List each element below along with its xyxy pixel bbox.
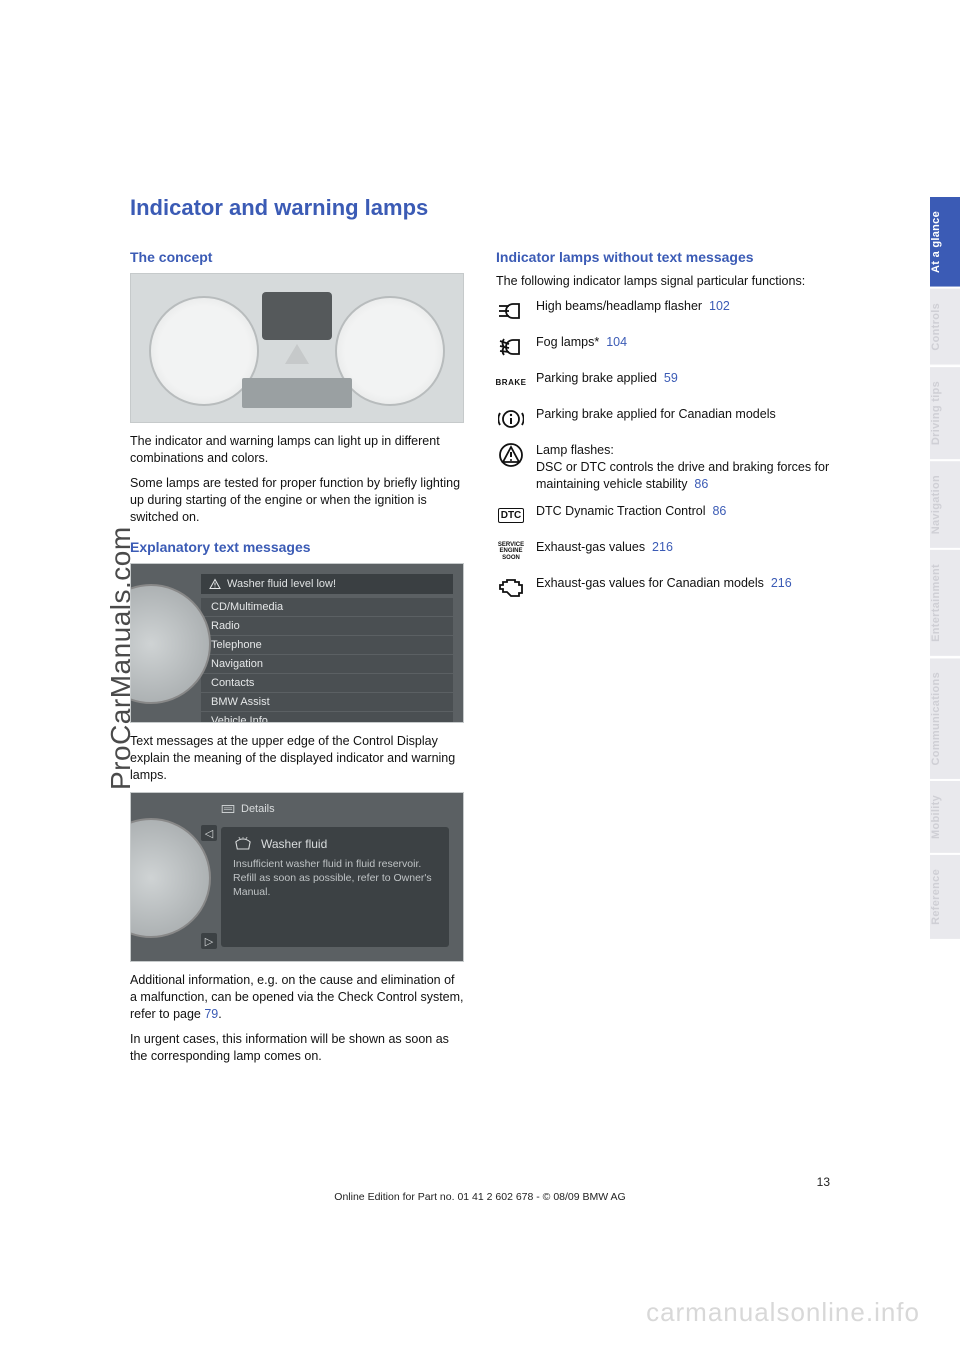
idrive-menu-item: Telephone [201, 636, 453, 655]
fog-lamp-icon [496, 334, 526, 360]
back-arrow-icon: ◁ [201, 825, 217, 841]
right-column: Indicator lamps without text messages Th… [496, 235, 830, 1072]
warning-triangle-icon [209, 578, 221, 590]
page-content: Indicator and warning lamps The concept … [130, 195, 830, 1072]
idrive-menu-item: Contacts [201, 674, 453, 693]
indicator-lamp-row: DTC DTC Dynamic Traction Control 86 [496, 503, 830, 529]
section-tab[interactable]: Communications [930, 656, 960, 779]
high-beam-icon [496, 298, 526, 324]
indicator-lamp-row: SERVICEENGINESOON Exhaust-gas values 216 [496, 539, 830, 565]
detail-breadcrumb: Details [221, 803, 453, 815]
heading-explanatory: Explanatory text messages [130, 539, 464, 555]
page-link[interactable]: 79 [204, 1007, 218, 1021]
section-tabs: At a glanceControlsDriving tipsNavigatio… [930, 195, 960, 939]
indicator-lamps-list: High beams/headlamp flasher 102 Fog lamps… [496, 298, 830, 601]
paragraph: Additional information, e.g. on the caus… [130, 972, 464, 1023]
heading-without-text: Indicator lamps without text messages [496, 249, 830, 265]
idrive-menu-item: Navigation [201, 655, 453, 674]
idrive-menu-list: CD/MultimediaRadioTelephoneNavigationCon… [201, 598, 453, 723]
page-footer: 13 Online Edition for Part no. 01 41 2 6… [130, 1175, 830, 1203]
indicator-lamp-text: Lamp flashes:DSC or DTC controls the dri… [536, 442, 830, 493]
service-engine-icon: SERVICEENGINESOON [496, 539, 526, 565]
idrive-menu-item: Vehicle Info [201, 712, 453, 723]
document-icon [221, 804, 235, 814]
indicator-lamp-row: BRAKE Parking brake applied 59 [496, 370, 830, 396]
text-run: Additional information, e.g. on the caus… [130, 973, 464, 1021]
section-tab[interactable]: Reference [930, 853, 960, 939]
washer-fluid-icon [233, 837, 253, 851]
warning-banner-text: Washer fluid level low! [227, 578, 336, 590]
page-link[interactable]: 86 [694, 477, 708, 491]
page-link[interactable]: 86 [712, 504, 726, 518]
section-tab[interactable]: Entertainment [930, 548, 960, 656]
figure-idrive-detail: Details ◁ Washer fluid Insufficient wash… [130, 792, 464, 962]
brake-circle-icon [496, 406, 526, 432]
figure-idrive-menu: Washer fluid level low! CD/MultimediaRad… [130, 563, 464, 723]
detail-panel: Washer fluid Insufficient washer fluid i… [221, 827, 449, 947]
idrive-menu-item: Radio [201, 617, 453, 636]
paragraph: Some lamps are tested for proper functio… [130, 475, 464, 526]
text-run: . [218, 1007, 221, 1021]
detail-panel-body: Insufficient washer fluid in fluid reser… [233, 857, 437, 900]
indicator-lamp-row: Lamp flashes:DSC or DTC controls the dri… [496, 442, 830, 493]
warning-banner: Washer fluid level low! [201, 574, 453, 594]
paragraph: Text messages at the upper edge of the C… [130, 733, 464, 784]
dtc-text-icon: DTC [496, 503, 526, 529]
section-tab[interactable]: At a glance [930, 195, 960, 287]
left-column: The concept The indicator and warning la… [130, 235, 464, 1072]
page-number: 13 [130, 1175, 830, 1189]
page-link[interactable]: 104 [606, 335, 627, 349]
indicator-lamp-text: Parking brake applied for Canadian model… [536, 406, 776, 423]
heading-concept: The concept [130, 249, 464, 265]
figure-instrument-cluster [130, 273, 464, 423]
indicator-lamp-row: High beams/headlamp flasher 102 [496, 298, 830, 324]
paragraph: In urgent cases, this information will b… [130, 1031, 464, 1065]
indicator-lamp-row: Exhaust-gas values for Canadian models 2… [496, 575, 830, 601]
indicator-lamp-text: Parking brake applied 59 [536, 370, 678, 387]
indicator-lamp-text: High beams/headlamp flasher 102 [536, 298, 730, 315]
idrive-menu-item: BMW Assist [201, 693, 453, 712]
indicator-lamp-text: DTC Dynamic Traction Control 86 [536, 503, 726, 520]
forward-arrow-icon: ▷ [201, 933, 217, 949]
page-link[interactable]: 102 [709, 299, 730, 313]
paragraph: The indicator and warning lamps can ligh… [130, 433, 464, 467]
section-tab[interactable]: Driving tips [930, 365, 960, 459]
section-tab[interactable]: Mobility [930, 779, 960, 853]
paragraph: The following indicator lamps signal par… [496, 273, 830, 290]
edition-line: Online Edition for Part no. 01 41 2 602 … [130, 1191, 830, 1203]
page-link[interactable]: 59 [664, 371, 678, 385]
detail-breadcrumb-text: Details [241, 803, 275, 815]
indicator-lamp-text: Exhaust-gas values for Canadian models 2… [536, 575, 792, 592]
page-link[interactable]: 216 [652, 540, 673, 554]
indicator-lamp-row: Parking brake applied for Canadian model… [496, 406, 830, 432]
page-title: Indicator and warning lamps [130, 195, 830, 221]
page-link[interactable]: 216 [771, 576, 792, 590]
section-tab[interactable]: Controls [930, 287, 960, 365]
brake-text-icon: BRAKE [496, 370, 526, 396]
dsc-triangle-icon [496, 442, 526, 468]
idrive-menu-item: CD/Multimedia [201, 598, 453, 617]
indicator-lamp-text: Exhaust-gas values 216 [536, 539, 673, 556]
section-tab[interactable]: Navigation [930, 459, 960, 548]
watermark-bottom: carmanualsonline.info [646, 1297, 920, 1328]
engine-outline-icon [496, 575, 526, 601]
indicator-lamp-row: Fog lamps* 104 [496, 334, 830, 360]
detail-panel-title: Washer fluid [261, 837, 327, 851]
indicator-lamp-text: Fog lamps* 104 [536, 334, 627, 351]
